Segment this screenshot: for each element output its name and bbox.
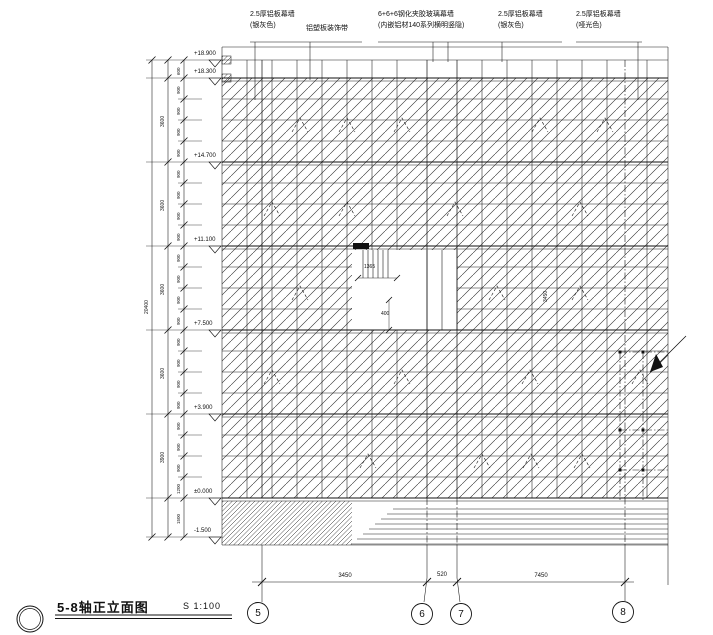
elevation-label: -1.500 <box>194 528 212 534</box>
dim-segment: 900 <box>176 359 181 367</box>
dim-segment: 1200 <box>176 483 181 494</box>
dim-segment: 900 <box>176 233 181 241</box>
slope-arrow <box>649 335 687 373</box>
grid-bubble-8: 8 <box>620 607 626 618</box>
dim-segment: 900 <box>176 86 181 94</box>
dim-segment: 900 <box>176 128 181 136</box>
dim-segment: 900 <box>176 170 181 178</box>
center-bay-panel <box>352 250 457 330</box>
axis-lines-dashdot <box>426 60 668 545</box>
annotation-aluminum-panel-1-note: (银灰色) <box>250 22 276 29</box>
dim-tick-marks <box>148 56 401 541</box>
bottom-dim-line <box>252 545 669 603</box>
elevation-label: +7.500 <box>194 321 213 327</box>
dim-segment: 600 <box>176 67 181 75</box>
elevation-label: +18.900 <box>194 51 216 57</box>
dim-segment: 900 <box>176 296 181 304</box>
elevation-label: +14.700 <box>194 153 216 159</box>
drawing-scale: S 1:100 <box>183 601 222 611</box>
elevation-label: +11.100 <box>194 237 216 243</box>
dim-segment: 900 <box>176 275 181 283</box>
dim-floor-total: 3900 <box>160 451 166 463</box>
elevation-label: ±0.000 <box>194 489 213 495</box>
dim-segment: 900 <box>176 380 181 388</box>
bottom-dim-ticks <box>257 577 630 587</box>
stair-lines <box>222 508 668 546</box>
dim-bottom-bay2: 520 <box>436 572 447 578</box>
grid-bubble-6: 6 <box>419 609 425 620</box>
dim-total-height: 20400 <box>144 300 150 314</box>
annotation-aluminum-panel-2-note: (银灰色) <box>498 22 524 29</box>
annotation-glass-curtainwall-note: (内嵌铝材140系列横明竖隐) <box>378 22 465 29</box>
dim-segment: 900 <box>176 107 181 115</box>
section-cut-marks <box>221 55 232 83</box>
floor-lines <box>222 77 668 499</box>
dim-segment: 900 <box>176 464 181 472</box>
floor-lines-inner <box>222 80 668 502</box>
grid-bubble-circles <box>247 601 634 625</box>
axis-lines-solid <box>261 60 458 498</box>
annotation-leaders <box>250 41 642 100</box>
dim-segment: 900 <box>176 317 181 325</box>
dim-inner-400: 400 <box>381 311 390 317</box>
dim-segment: 900 <box>176 443 181 451</box>
elevation-label: +18.300 <box>194 69 216 75</box>
dim-segment: 900 <box>176 191 181 199</box>
annotation-composite-panel: 铝塑板装饰带 <box>306 25 348 32</box>
dim-segment: 900 <box>176 212 181 220</box>
openable-window-symbols <box>263 117 649 469</box>
dim-inner-1365: 1365 <box>364 264 376 270</box>
annotation-aluminum-panel-3-note: (哑光色) <box>576 22 602 29</box>
grid-bubble-5: 5 <box>255 608 261 619</box>
dim-segment: 900 <box>176 254 181 262</box>
elevation-label: +3.900 <box>194 405 213 411</box>
grid-bubble-7: 7 <box>458 609 464 620</box>
dim-chain-lines <box>151 60 185 537</box>
center-bay-detail <box>353 243 458 330</box>
annotation-aluminum-panel-2: 2.5厚铝板幕墙 <box>498 11 543 18</box>
drawing-title: 5-8轴正立面图 <box>57 600 149 615</box>
dim-inner-3450: 3450 <box>543 290 549 302</box>
dim-bottom-bay3: 7450 <box>534 573 548 579</box>
dim-segment: 900 <box>176 149 181 157</box>
title-block-marks <box>16 605 232 633</box>
elevation-flag-symbols <box>208 59 222 545</box>
dim-segment: 900 <box>176 338 181 346</box>
dim-segment: 900 <box>176 401 181 409</box>
dim-floor-total: 3600 <box>160 199 166 211</box>
dim-floor-total: 3600 <box>160 115 166 127</box>
annotation-glass-curtainwall: 6+6+6钢化夹胶玻璃幕墙 <box>378 11 454 18</box>
annotation-aluminum-panel-1: 2.5厚铝板幕墙 <box>250 11 295 18</box>
dim-floor-total: 3600 <box>160 283 166 295</box>
joint-markers <box>618 350 645 472</box>
dim-floor-total: 3600 <box>160 367 166 379</box>
annotation-aluminum-panel-3: 2.5厚铝板幕墙 <box>576 11 621 18</box>
dim-segment: 900 <box>176 422 181 430</box>
dim-bottom-bay1: 3450 <box>338 573 352 579</box>
dim-segment: 1500 <box>176 513 181 524</box>
